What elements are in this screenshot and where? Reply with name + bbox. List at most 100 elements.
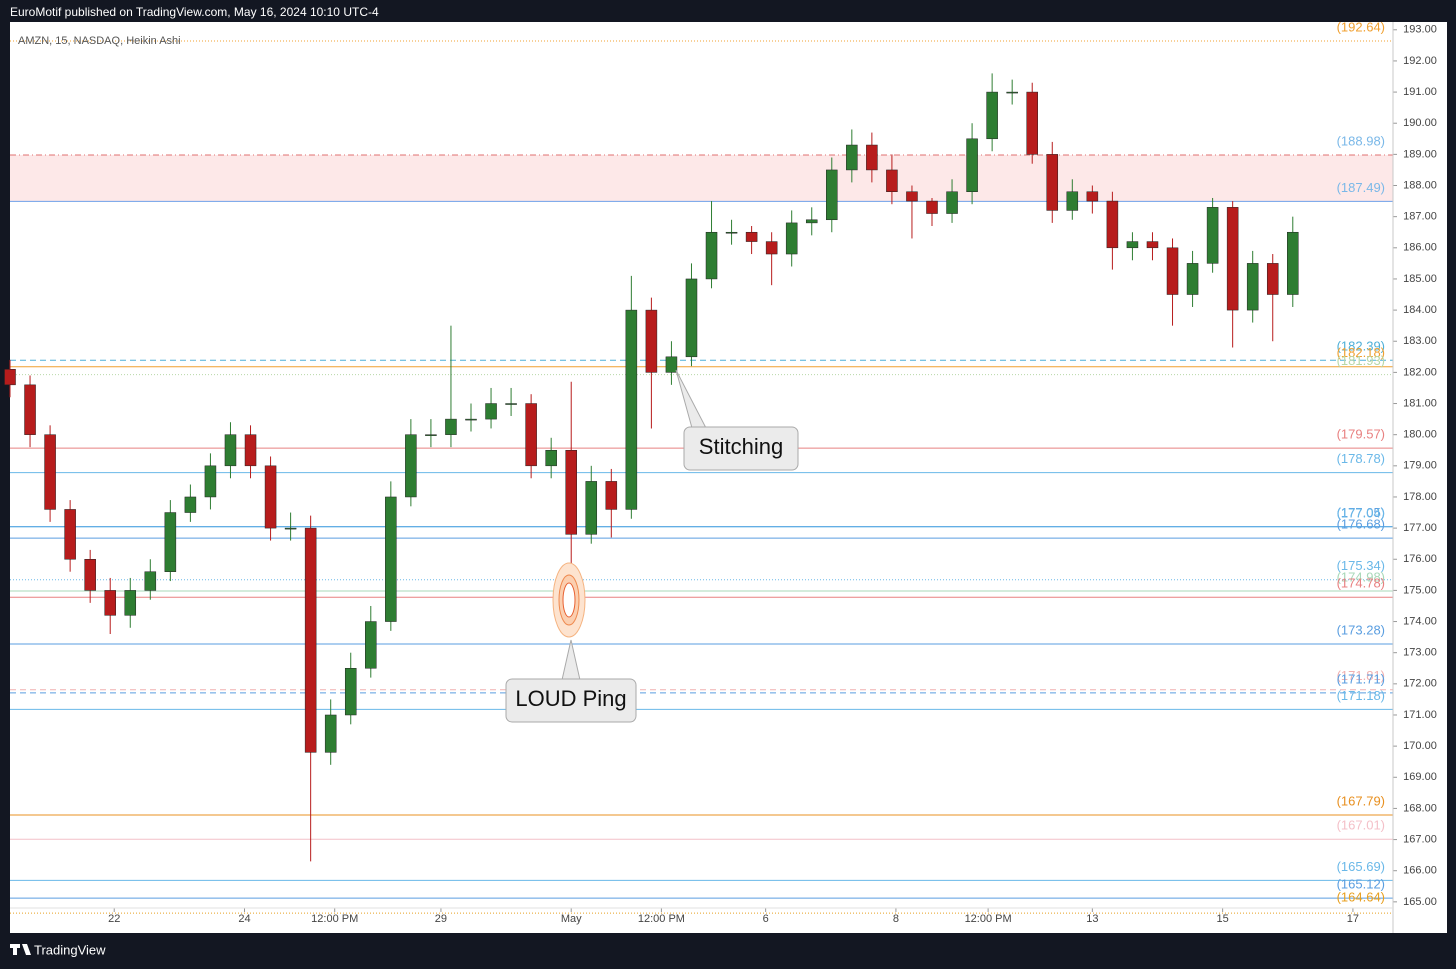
candle-body [725,231,738,234]
level-label: (174.78) [1337,576,1385,591]
level-label: (187.49) [1337,180,1385,195]
y-tick-label: 179.00 [1403,460,1437,472]
x-tick-label: 8 [893,913,899,925]
candle-body [84,559,96,591]
level-label: (171.81) [1337,668,1385,683]
callout-text: Stitching [699,434,783,459]
level-label: (177.05) [1337,505,1385,520]
candle-body [1106,200,1119,249]
level-label: (173.28) [1337,622,1385,637]
y-tick-label: 191.00 [1403,86,1437,98]
candle-body [124,590,137,616]
candle-body [24,384,36,435]
candle-body [525,403,537,467]
y-tick-label: 173.00 [1403,647,1437,659]
candle-body [445,418,457,435]
x-tick-label: 22 [108,913,120,925]
x-tick-label: 12:00 PM [965,913,1012,925]
footer-brand: TradingView [34,942,106,957]
level-label: (182.18) [1337,345,1385,360]
candle-body [264,465,277,529]
x-tick-label: 12:00 PM [638,913,685,925]
y-tick-label: 169.00 [1403,771,1437,783]
level-label: (182.39) [1337,339,1385,354]
candle-body [565,449,577,535]
candle-body [645,309,658,373]
candle-body [104,590,116,616]
candle-body [986,91,998,140]
candle-body [1266,263,1279,295]
candle-body [4,369,16,386]
level-label: (171.18) [1337,688,1385,703]
candle-body [1026,91,1038,155]
candle-body [926,200,938,214]
y-tick-label: 187.00 [1403,211,1437,223]
candle-body [1086,191,1099,202]
candle-body [144,571,157,591]
x-tick-label: 29 [435,913,447,925]
candle-body [545,449,557,467]
level-label: (192.64) [1337,19,1385,34]
candle-body [204,465,217,498]
level-label: (164.64) [1337,889,1385,904]
candle-body [365,621,377,669]
y-tick-label: 183.00 [1403,335,1437,347]
y-tick-label: 166.00 [1403,865,1437,877]
candle-body [705,231,718,280]
y-tick-label: 176.00 [1403,553,1437,565]
candle-body [625,309,638,510]
candle-body [1246,263,1259,311]
candle-body [846,144,858,171]
y-tick-label: 186.00 [1403,242,1437,254]
candle-body [385,496,397,622]
x-tick-label: May [561,913,582,925]
candle-body [1166,247,1179,295]
level-label: (181.93) [1337,353,1385,368]
candle-body [324,714,337,753]
level-label: (176.68) [1337,517,1385,532]
zone [10,154,1393,202]
candle-body [44,434,56,510]
candle-body [605,481,618,510]
candle-body [966,138,978,192]
x-tick-label: 13 [1086,913,1098,925]
candle-body [224,434,237,467]
level-label: (179.57) [1337,427,1385,442]
level-label: (167.79) [1337,793,1385,808]
brand-logo [10,944,31,955]
ping-inner [562,582,576,618]
y-tick-label: 165.00 [1403,896,1437,908]
y-tick-label: 184.00 [1403,304,1437,316]
candle-body [886,169,898,192]
level-label: (174.98) [1337,569,1385,584]
candle-body [1046,154,1059,211]
candle-body [1206,207,1219,264]
y-tick-label: 177.00 [1403,522,1437,534]
candle-body [505,403,517,405]
level-label: (167.01) [1337,818,1385,833]
y-tick-label: 193.00 [1403,24,1437,36]
candle-body [465,418,477,421]
y-tick-label: 192.00 [1403,55,1437,67]
candle-body [425,434,437,436]
y-tick-label: 175.00 [1403,584,1437,596]
candle-body [1287,231,1299,295]
y-tick-label: 188.00 [1403,179,1437,191]
y-tick-label: 171.00 [1403,709,1437,721]
candle-body [1126,241,1139,249]
candle-body [164,512,177,572]
level-label: (171.71) [1337,671,1385,686]
y-tick-label: 170.00 [1403,740,1437,752]
candle-body [405,434,417,498]
callout-text: LOUD Ping [515,686,626,711]
y-tick-label: 167.00 [1403,833,1437,845]
candle-body [946,191,958,214]
candle-body [1146,241,1159,249]
x-tick-label: 17 [1347,913,1359,925]
y-tick-label: 189.00 [1403,148,1437,160]
header-title: EuroMotif published on TradingView.com, … [10,5,379,19]
level-label: (175.34) [1337,558,1385,573]
x-tick-label: 6 [763,913,769,925]
candle-body [665,356,678,373]
